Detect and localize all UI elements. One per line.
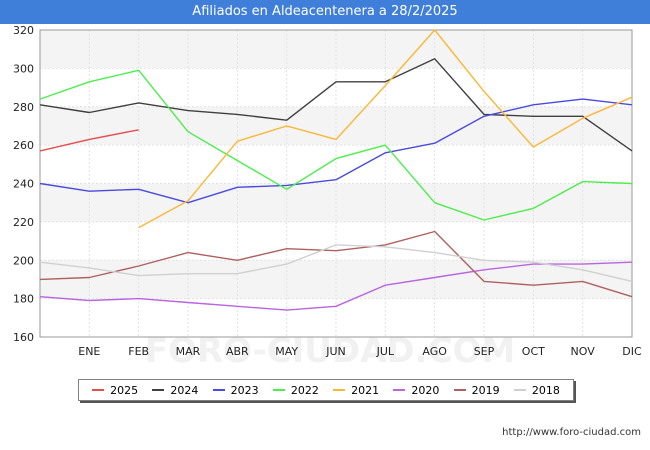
legend-item: 2023: [212, 383, 259, 397]
y-tick-label: 240: [13, 178, 34, 191]
legend-label: 2025: [110, 383, 139, 397]
legend-item: 2018: [513, 383, 560, 397]
series-line-2021: [138, 29, 633, 229]
x-tick-label: DIC: [622, 345, 642, 358]
x-tick-label: MAR: [176, 345, 201, 358]
x-tick-label: SEP: [474, 345, 495, 358]
y-tick-label: 220: [13, 216, 34, 229]
x-tick-label: NOV: [571, 345, 596, 358]
x-tick-label: MAY: [275, 345, 298, 358]
series-line-2020: [39, 261, 633, 311]
legend-item: 2020: [393, 384, 439, 397]
series-lines: [39, 29, 633, 311]
x-tick-label: JUN: [325, 345, 346, 358]
legend-swatch: [152, 389, 165, 391]
y-tick-label: 160: [13, 331, 34, 344]
legend: 2025 2024 2023 2022 2021 2020 2019 2018: [78, 379, 574, 401]
gridlines: [40, 29, 633, 338]
legend-label: 2019: [471, 383, 500, 397]
x-tick-label: ABR: [226, 345, 249, 358]
legend-item: 2024: [152, 384, 198, 397]
x-tick-label: AGO: [422, 345, 447, 358]
legend-swatch: [333, 389, 346, 391]
legend-item: 2019: [453, 383, 500, 397]
x-tick-label: OCT: [522, 345, 545, 358]
y-tick-label: 260: [13, 139, 34, 152]
legend-item: 2021: [333, 384, 379, 397]
series-line-2023: [39, 98, 633, 204]
x-tick-labels: ENE FEB MAR ABR MAY JUN JUL AGO SEP OCT NOV DIC: [78, 345, 642, 358]
legend-swatch: [513, 389, 526, 391]
x-tick-label: JUL: [376, 345, 395, 358]
chart-title: Afiliados en Aldeacentenera a 28/2/2025: [0, 0, 650, 24]
x-tick-label: FEB: [128, 345, 149, 358]
series-line-2025: [39, 129, 139, 152]
x-tick-label: ENE: [78, 345, 100, 358]
legend-label: 2023: [230, 383, 259, 397]
series-line-2019: [39, 230, 633, 298]
y-tick-label: 180: [13, 293, 34, 306]
legend-label: 2021: [351, 383, 380, 397]
legend-label: 2024: [170, 383, 199, 397]
legend-item: 2025: [92, 384, 138, 397]
y-tick-labels: 160 180 200 220 240 260 280 300 320: [13, 24, 34, 344]
band-300: [40, 30, 632, 69]
legend-label: 2022: [290, 383, 319, 397]
series-line-2018: [39, 244, 633, 283]
legend-swatch: [393, 389, 406, 391]
legend-swatch: [272, 389, 285, 391]
series-line-2022: [39, 69, 633, 221]
legend-item: 2022: [272, 383, 319, 397]
y-tick-label: 320: [13, 24, 34, 37]
series-line-2024: [39, 58, 633, 152]
y-tick-label: 300: [13, 62, 34, 75]
source-link[interactable]: http://www.foro-ciudad.com: [502, 427, 641, 438]
legend-swatch: [212, 389, 225, 391]
legend-swatch: [92, 389, 105, 391]
legend-label: 2018: [531, 383, 560, 397]
legend-label: 2020: [411, 383, 440, 397]
y-tick-label: 280: [13, 101, 34, 114]
y-tick-label: 200: [13, 254, 34, 267]
legend-swatch: [453, 389, 466, 391]
watermark-text: FORO-CIUDAD.COM: [145, 331, 516, 371]
